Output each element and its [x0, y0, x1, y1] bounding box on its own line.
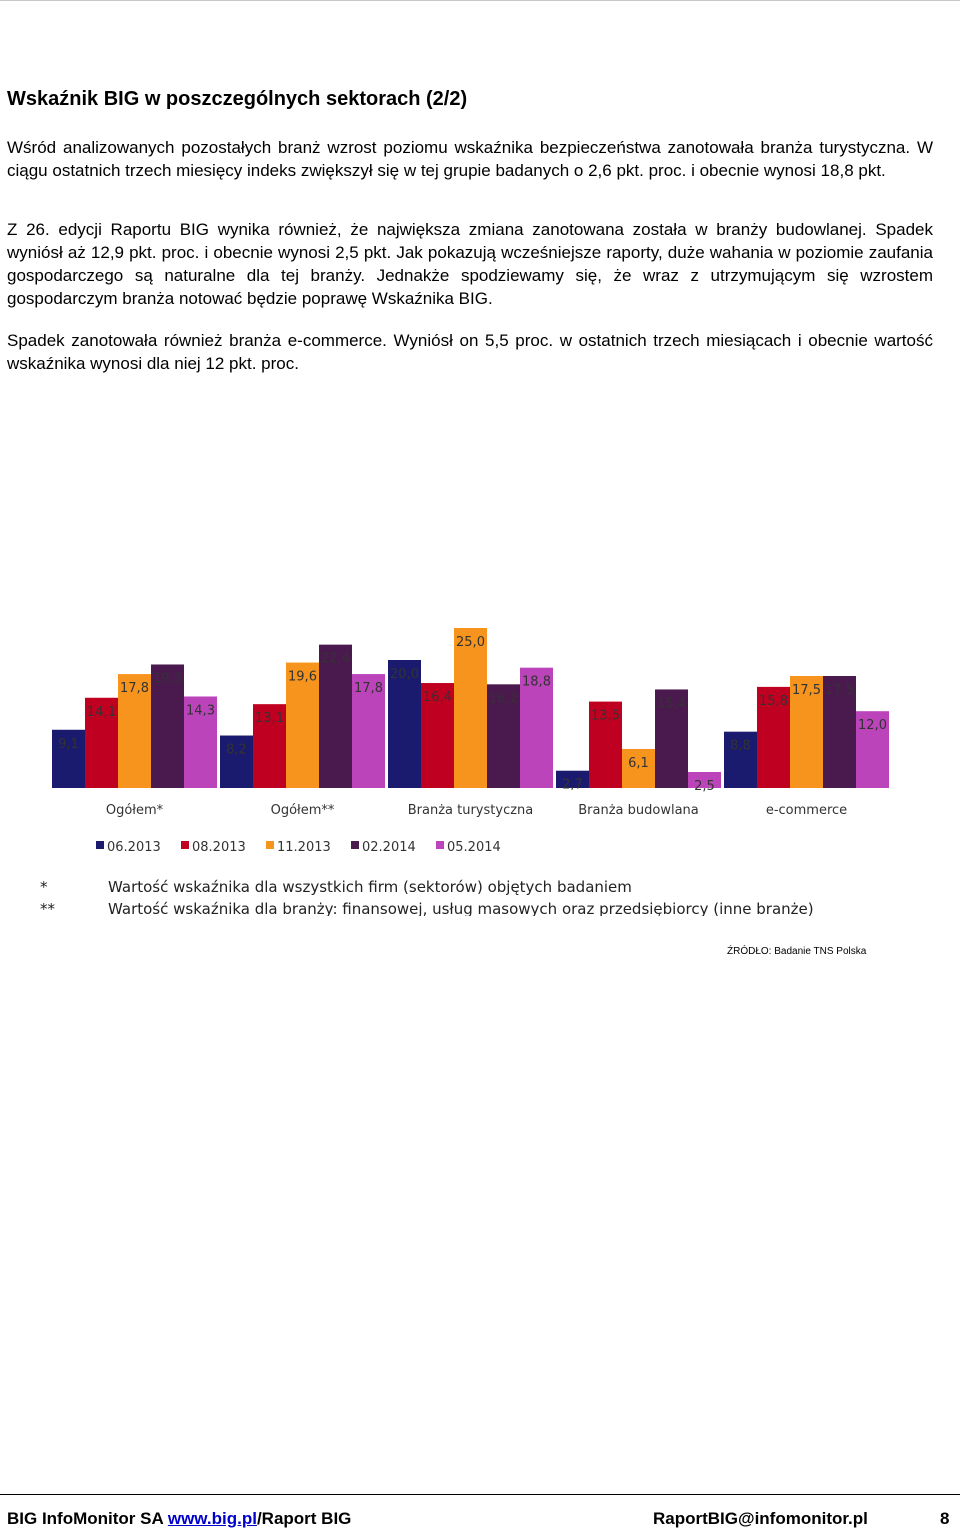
bar [184, 696, 217, 788]
bar [622, 748, 655, 788]
data-label: 13,5 [591, 709, 620, 724]
data-label: 9,1 [58, 737, 79, 752]
category-label: Ogółem** [271, 803, 335, 818]
legend-label: 08.2013 [192, 840, 246, 855]
footnote-mark: * [40, 878, 48, 896]
data-label: 15,4 [657, 696, 686, 711]
data-label: 8,2 [226, 743, 247, 758]
legend-swatch [266, 841, 274, 849]
legend-label: 05.2014 [447, 840, 501, 855]
data-label: 17,8 [354, 681, 383, 696]
bar [589, 701, 622, 788]
data-label: 19,6 [288, 670, 317, 685]
data-label: 2,5 [694, 779, 715, 794]
data-label: 22,4 [321, 652, 350, 667]
top-rule [0, 0, 960, 6]
bar [220, 735, 253, 788]
bar [118, 674, 151, 788]
bar [253, 704, 286, 788]
bar [790, 676, 823, 788]
bar [85, 697, 118, 788]
bar [454, 628, 487, 788]
footnote-mark: ** [40, 900, 55, 916]
data-label: 15,8 [759, 694, 788, 709]
category-label: Ogółem* [106, 803, 164, 818]
bar [286, 662, 319, 788]
data-label: 16,4 [423, 690, 452, 705]
bar [823, 676, 856, 788]
data-label: 20,0 [390, 667, 419, 682]
bar [520, 667, 553, 788]
data-label: 2,7 [562, 778, 583, 793]
bar [352, 674, 385, 788]
legend-label: 11.2013 [277, 840, 331, 855]
data-label: 17,5 [792, 683, 821, 698]
footer-website-link[interactable]: www.big.pl [167, 1509, 257, 1528]
data-label: 14,3 [186, 703, 215, 718]
footer-company-name: BIG InfoMonitor SA [7, 1509, 168, 1528]
bar [556, 770, 589, 788]
data-label: 16,2 [489, 691, 518, 706]
paragraph-tourism: Wśród analizowanych pozostałych branż wz… [7, 138, 933, 180]
data-label: 12,0 [858, 718, 887, 733]
data-label: 17,5 [825, 683, 854, 698]
bar [856, 711, 889, 788]
footnote-2: ** Wartość wskaźnika dla branży: finanso… [0, 900, 960, 916]
data-label: 13,1 [255, 711, 284, 726]
footer-report-name: /Raport BIG [256, 1509, 352, 1528]
bar [388, 660, 421, 788]
paragraph-ecommerce: Spadek zanotowała również branża e-comme… [7, 331, 933, 373]
footnote-1: * Wartość wskaźnika dla wszystkich firm … [0, 878, 960, 900]
category-label: Branża budowlana [578, 803, 699, 818]
footer-company: BIG InfoMonitor SA www.big.pl/Raport BIG [7, 1509, 351, 1529]
bar [319, 644, 352, 788]
legend-swatch [436, 841, 444, 849]
bar [487, 684, 520, 788]
footnote-text: Wartość wskaźnika dla wszystkich firm (s… [108, 878, 632, 896]
bar [655, 689, 688, 788]
data-label: 25,0 [456, 635, 485, 650]
legend-label: 06.2013 [107, 840, 161, 855]
big-index-bar-chart: 9,1 14,1 17,8 19,3 14,3 Ogółem* 8,2 13,1 19,6 22,… [52, 628, 889, 855]
category-label: Branża turystyczna [408, 803, 534, 818]
data-label: 8,8 [730, 739, 751, 754]
bar [688, 772, 721, 788]
data-label: 6,1 [628, 756, 649, 771]
data-label: 19,3 [153, 671, 182, 686]
category-label: e-commerce [766, 803, 847, 818]
bar [757, 686, 790, 788]
bar [724, 731, 757, 788]
data-label: 17,8 [120, 681, 149, 696]
footer-email[interactable]: RaportBIG@infomonitor.pl [653, 1509, 868, 1528]
legend-swatch [351, 841, 359, 849]
footnote-text: Wartość wskaźnika dla branży: finansowej… [108, 900, 814, 916]
data-label: 18,8 [522, 675, 551, 690]
bar [421, 683, 454, 788]
legend-label: 02.2014 [362, 840, 416, 855]
legend-swatch [181, 841, 189, 849]
bar [151, 664, 184, 788]
legend-swatch [96, 841, 104, 849]
bar [52, 729, 85, 788]
paragraph-construction: Z 26. edycji Raportu BIG wynika również,… [7, 220, 933, 308]
source-note: ŹRÓDŁO: Badanie TNS Polska [727, 946, 867, 957]
page-number: 8 [940, 1509, 950, 1528]
data-label: 14,1 [87, 705, 116, 720]
page-footer: BIG InfoMonitor SA www.big.pl/Raport BIG… [0, 1494, 960, 1534]
page-title: Wskaźnik BIG w poszczególnych sektorach … [7, 88, 468, 110]
